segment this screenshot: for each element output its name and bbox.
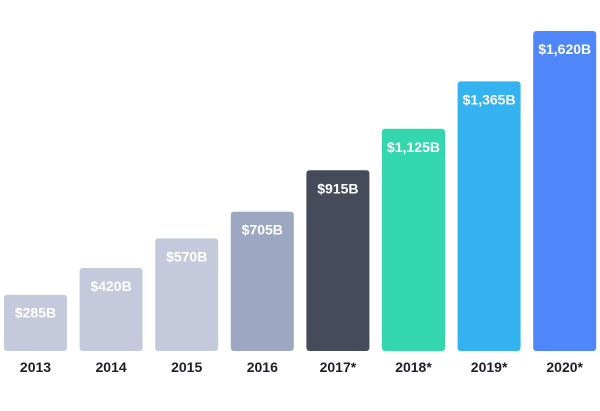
- bar-value-label: $570B: [166, 248, 207, 264]
- x-tick-label: 2014: [96, 359, 127, 375]
- bar-2020-est: [533, 31, 597, 351]
- bar-value-label: $420B: [90, 278, 131, 294]
- bar-2019-est: [457, 81, 521, 352]
- x-tick-label: 2020*: [546, 359, 583, 375]
- x-tick-label: 2017*: [320, 359, 357, 375]
- bar-value-label: $1,365B: [463, 91, 516, 107]
- bar-2015: [155, 238, 219, 351]
- bar-2013: [4, 294, 67, 351]
- bar-value-label: $915B: [317, 180, 358, 196]
- bar-value-label: $705B: [242, 222, 283, 238]
- x-tick-label: 2015: [171, 359, 202, 375]
- x-axis-tick-labels: 2013 2014 2015 2016 2017* 2018* 2019* 2020*: [20, 359, 584, 375]
- bar-value-label: $1,125B: [387, 139, 440, 155]
- bar-2018-est: [382, 128, 445, 351]
- bar-value-label: $1,620B: [538, 41, 591, 57]
- x-tick-label: 2013: [20, 359, 51, 375]
- value-labels-group: $285B $420B $570B $705B $915B $1,125B $1,365B $…: [15, 41, 591, 321]
- bar-2016: [230, 211, 294, 351]
- x-tick-label: 2018*: [395, 359, 432, 375]
- bar-2014: [79, 268, 143, 351]
- bars-group: [4, 31, 597, 352]
- x-tick-label: 2019*: [471, 359, 508, 375]
- bar-2017-est: [306, 170, 370, 351]
- bar-value-label: $285B: [15, 305, 56, 321]
- x-tick-label: 2016: [247, 359, 278, 375]
